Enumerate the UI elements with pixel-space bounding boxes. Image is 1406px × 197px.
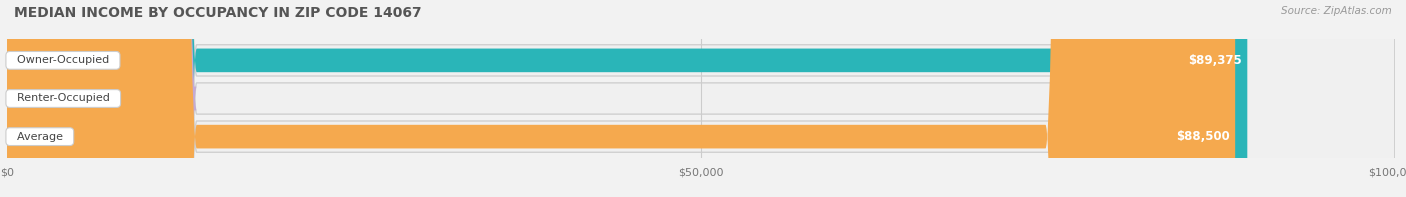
FancyBboxPatch shape bbox=[0, 0, 197, 197]
FancyBboxPatch shape bbox=[7, 0, 1395, 197]
Text: $89,375: $89,375 bbox=[1188, 54, 1241, 67]
FancyBboxPatch shape bbox=[7, 0, 1234, 197]
Text: Renter-Occupied: Renter-Occupied bbox=[10, 94, 117, 103]
Text: MEDIAN INCOME BY OCCUPANCY IN ZIP CODE 14067: MEDIAN INCOME BY OCCUPANCY IN ZIP CODE 1… bbox=[14, 6, 422, 20]
Text: Average: Average bbox=[10, 132, 70, 142]
Text: $88,500: $88,500 bbox=[1175, 130, 1230, 143]
FancyBboxPatch shape bbox=[7, 0, 1395, 197]
Text: $0: $0 bbox=[44, 92, 59, 105]
Text: Source: ZipAtlas.com: Source: ZipAtlas.com bbox=[1281, 6, 1392, 16]
FancyBboxPatch shape bbox=[7, 0, 1395, 197]
Text: Owner-Occupied: Owner-Occupied bbox=[10, 55, 117, 65]
FancyBboxPatch shape bbox=[7, 0, 1247, 197]
